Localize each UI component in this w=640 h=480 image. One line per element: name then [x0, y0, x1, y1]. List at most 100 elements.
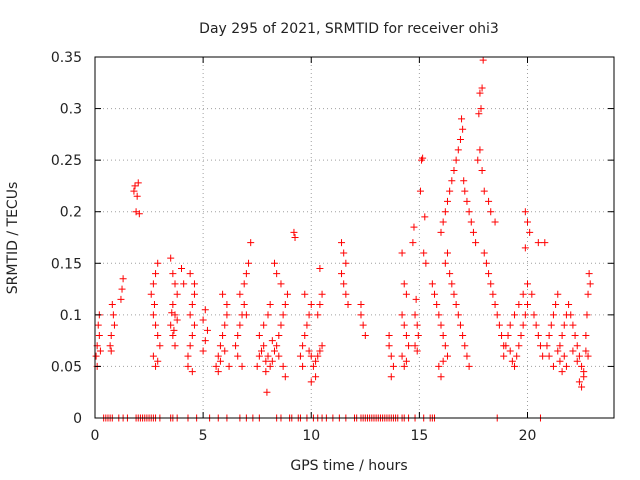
- data-point: [152, 362, 160, 370]
- data-point: [398, 249, 406, 257]
- data-point: [467, 218, 475, 226]
- data-point: [318, 342, 326, 350]
- data-point: [495, 321, 503, 329]
- data-point: [273, 342, 281, 350]
- data-point: [437, 321, 445, 329]
- data-point: [314, 352, 322, 360]
- data-point: [549, 311, 557, 319]
- data-point: [184, 362, 192, 370]
- x-tick-label: 10: [302, 428, 320, 444]
- data-point: [270, 259, 278, 267]
- data-point: [130, 187, 138, 195]
- data-point: [500, 352, 508, 360]
- data-point: [240, 301, 248, 309]
- data-point: [178, 264, 185, 272]
- data-point: [435, 362, 443, 370]
- data-point: [584, 352, 592, 360]
- data-point: [389, 362, 397, 370]
- data-point: [253, 362, 261, 370]
- data-point: [290, 228, 298, 236]
- y-tick-label: 0: [73, 411, 82, 427]
- data-point: [586, 280, 594, 288]
- data-point: [305, 347, 313, 355]
- data-point: [312, 357, 320, 365]
- data-point: [361, 331, 369, 339]
- data-point: [275, 352, 283, 360]
- data-point: [422, 259, 430, 267]
- data-point: [264, 311, 272, 319]
- data-point: [268, 357, 276, 365]
- data-point: [585, 270, 593, 278]
- data-point: [186, 311, 194, 319]
- data-point: [167, 254, 175, 262]
- data-point: [318, 290, 326, 298]
- data-point: [571, 331, 579, 339]
- x-tick-label: 5: [199, 428, 208, 444]
- data-point: [260, 342, 268, 350]
- data-point: [171, 342, 179, 350]
- data-point: [478, 166, 486, 174]
- data-point: [480, 187, 488, 195]
- data-point: [411, 342, 419, 350]
- data-point: [446, 187, 454, 195]
- data-point: [309, 362, 317, 370]
- data-points: [92, 56, 594, 422]
- data-point: [446, 270, 454, 278]
- data-point: [245, 259, 253, 267]
- data-point: [478, 84, 486, 92]
- y-tick-label: 0.15: [51, 256, 82, 272]
- data-point: [234, 331, 242, 339]
- data-point: [357, 301, 365, 309]
- data-point: [273, 270, 281, 278]
- data-point: [149, 311, 157, 319]
- data-point: [94, 321, 102, 329]
- data-point: [437, 373, 445, 381]
- data-point: [92, 352, 100, 360]
- data-point: [387, 352, 395, 360]
- data-point: [234, 352, 242, 360]
- data-point: [147, 290, 155, 298]
- data-point: [458, 115, 466, 123]
- data-point: [524, 301, 531, 309]
- data-point: [108, 301, 116, 309]
- data-point: [580, 368, 588, 376]
- data-point: [223, 311, 231, 319]
- data-point: [431, 290, 439, 298]
- data-point: [450, 166, 458, 174]
- data-point: [402, 357, 410, 365]
- data-point: [134, 179, 142, 187]
- data-point: [448, 280, 456, 288]
- data-point: [107, 347, 115, 355]
- data-point: [109, 311, 117, 319]
- data-point: [439, 218, 447, 226]
- data-point: [133, 192, 141, 200]
- data-point: [439, 331, 447, 339]
- data-point: [152, 321, 160, 329]
- data-point: [359, 321, 367, 329]
- y-tick-label: 0.05: [51, 359, 82, 375]
- data-point: [485, 197, 493, 205]
- axis-ticks: 0 5 10 15 20 0 0.05 0.1 0.15 0.2 0.25 0.3 0.35: [51, 50, 614, 444]
- data-point: [506, 321, 514, 329]
- data-point: [411, 311, 419, 319]
- data-point: [493, 311, 501, 319]
- y-tick-label: 0.1: [60, 308, 82, 324]
- data-point: [578, 383, 586, 391]
- data-point: [511, 311, 519, 319]
- data-point: [526, 228, 534, 236]
- data-point: [536, 342, 544, 350]
- data-point: [135, 210, 143, 218]
- data-point: [340, 249, 348, 257]
- data-point: [441, 342, 449, 350]
- data-point: [266, 362, 274, 370]
- data-point: [277, 280, 285, 288]
- data-point: [398, 311, 406, 319]
- data-point: [543, 342, 551, 350]
- data-point: [582, 347, 590, 355]
- data-point: [301, 290, 309, 298]
- y-tick-label: 0.3: [60, 102, 82, 118]
- data-point: [266, 301, 274, 309]
- grid: [95, 57, 614, 418]
- data-point: [316, 301, 324, 309]
- data-point: [238, 362, 246, 370]
